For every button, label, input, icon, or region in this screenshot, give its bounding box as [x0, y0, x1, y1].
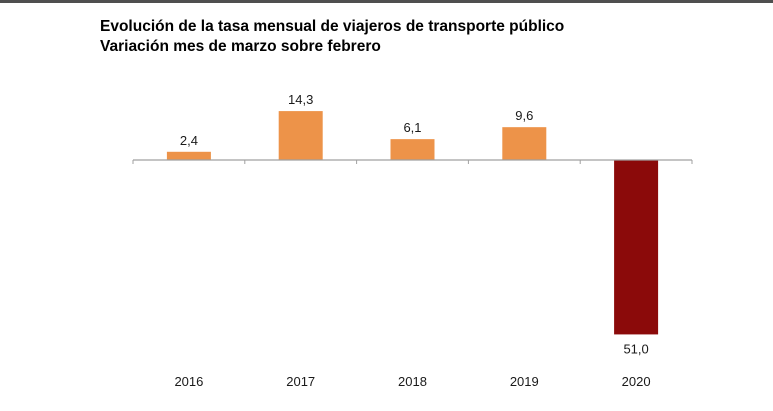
data-label-2018: 6,1 [403, 120, 421, 135]
chart-title-block: Evolución de la tasa mensual de viajeros… [100, 17, 564, 57]
x-tick-label-2016: 2016 [174, 374, 203, 389]
bar-2018 [390, 139, 435, 160]
bar-2019 [502, 127, 547, 160]
data-label-2019: 9,6 [515, 108, 533, 123]
x-tick-label-2019: 2019 [510, 374, 539, 389]
x-tick-label-2020: 2020 [622, 374, 651, 389]
data-label-2016: 2,4 [180, 133, 198, 148]
bar-2020 [614, 160, 659, 335]
data-labels-group: 2,4 14,3 6,1 9,6 51,0 [180, 92, 649, 356]
chart-subtitle: Variación mes de marzo sobre febrero [100, 38, 381, 55]
x-tick-label-2017: 2017 [286, 374, 315, 389]
x-axis [132, 159, 693, 164]
bars-group [166, 111, 659, 335]
chart-title: Evolución de la tasa mensual de viajeros… [100, 18, 565, 35]
bar-2017 [278, 111, 323, 160]
data-label-2017: 14,3 [288, 92, 313, 107]
x-tick-label-2018: 2018 [398, 374, 427, 389]
top-border [0, 0, 773, 3]
bar-2016 [166, 151, 211, 160]
data-label-2020: 51,0 [623, 341, 648, 356]
x-tick-labels-group: 2016 2017 2018 2019 2020 [174, 374, 650, 389]
